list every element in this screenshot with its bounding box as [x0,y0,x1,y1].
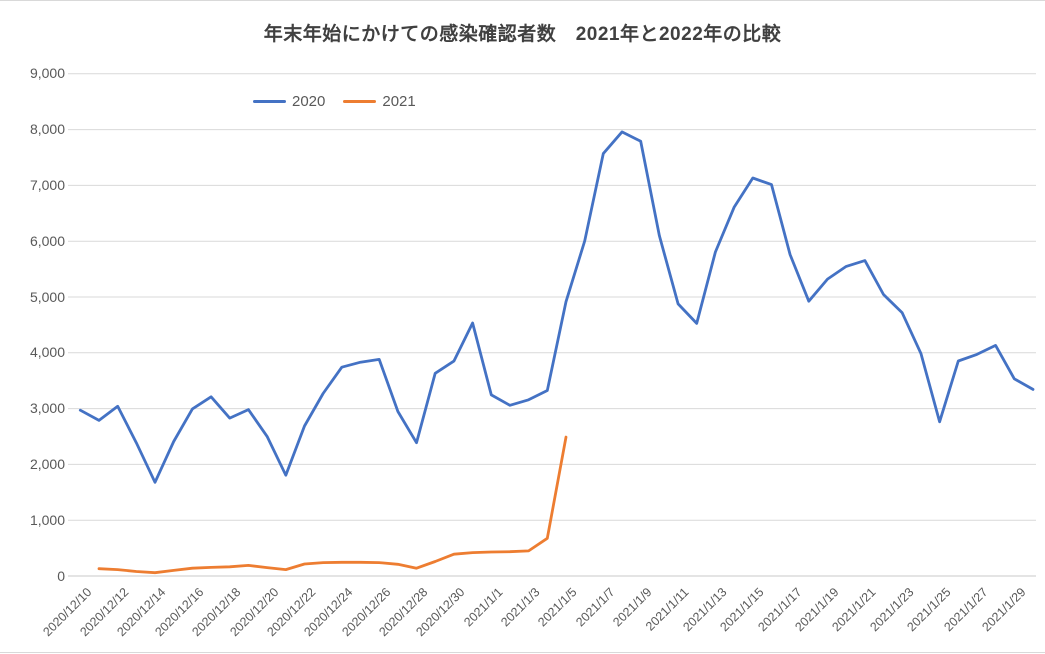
y-axis-tick-label: 4,000 [29,344,65,361]
chart-title: 年末年始にかけての感染確認者数 2021年と2022年の比較 [263,24,782,45]
legend-item-2020: 2020 [253,93,325,110]
legend-label-2020: 2020 [292,93,326,110]
chart-legend: 2020 2021 [253,93,416,110]
y-axis-tick-label: 2,000 [29,455,65,472]
series-line-2021 [97,435,568,575]
series-line-2020 [78,130,1035,484]
legend-line-swatch-icon [253,99,286,104]
y-axis-tick-label: 6,000 [29,232,65,249]
legend-line-swatch-icon [343,99,377,104]
legend-item-2021: 2021 [343,93,416,110]
y-axis-tick-label: 7,000 [29,176,65,193]
legend-label-2021: 2021 [382,93,416,110]
y-axis-tick-label: 1,000 [29,511,65,528]
y-axis-tick-label: 8,000 [29,121,65,138]
y-axis-tick-label: 9,000 [29,65,65,82]
y-axis-tick-label: 0 [57,567,65,584]
y-axis-tick-label: 3,000 [29,400,65,417]
y-axis-tick-label: 5,000 [29,288,65,305]
